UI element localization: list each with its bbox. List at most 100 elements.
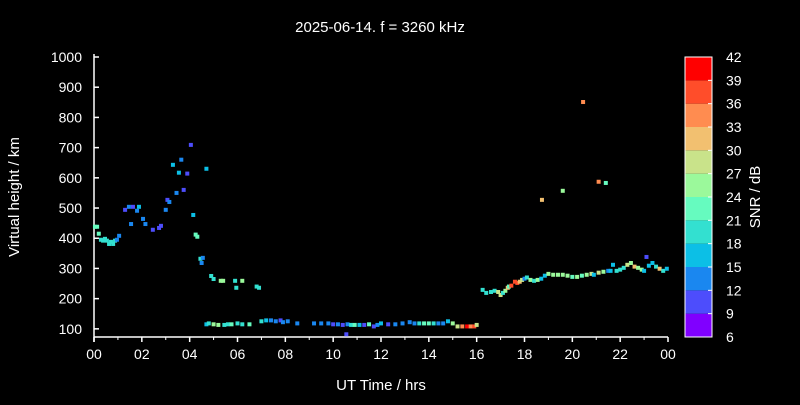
colorbar-tick-label: 24 bbox=[726, 189, 742, 205]
colorbar-segment bbox=[685, 57, 712, 81]
data-point bbox=[331, 322, 336, 327]
x-tick-label: 16 bbox=[469, 346, 485, 362]
data-point bbox=[539, 197, 544, 202]
data-point bbox=[157, 225, 162, 230]
data-point bbox=[450, 321, 455, 326]
data-point bbox=[130, 204, 135, 209]
data-point bbox=[264, 318, 269, 323]
colorbar-segment bbox=[685, 290, 712, 314]
data-point bbox=[233, 278, 238, 283]
data-point bbox=[344, 332, 349, 337]
data-point bbox=[551, 272, 556, 277]
colorbar-segment bbox=[685, 80, 712, 104]
colorbar-segment bbox=[685, 313, 712, 337]
data-point bbox=[117, 233, 122, 238]
data-point bbox=[216, 322, 221, 327]
colorbar-segment bbox=[685, 127, 712, 151]
data-point bbox=[278, 318, 283, 323]
data-point bbox=[614, 268, 619, 273]
data-point bbox=[484, 290, 489, 295]
x-axis-label: UT Time / hrs bbox=[336, 377, 426, 394]
colorbar-tick-label: 27 bbox=[726, 166, 742, 182]
data-point bbox=[188, 142, 193, 147]
data-point bbox=[512, 279, 517, 284]
data-point bbox=[104, 238, 109, 243]
data-point bbox=[126, 204, 131, 209]
data-point bbox=[400, 321, 405, 326]
data-point bbox=[455, 324, 460, 329]
data-point bbox=[639, 267, 644, 272]
data-point bbox=[625, 262, 630, 267]
data-point bbox=[517, 279, 522, 284]
colorbar-tick-label: 15 bbox=[726, 259, 742, 275]
data-point bbox=[584, 272, 589, 277]
data-point bbox=[436, 321, 441, 326]
y-tick-label: 400 bbox=[59, 230, 83, 246]
colorbar-segment bbox=[685, 197, 712, 221]
data-point bbox=[535, 277, 540, 282]
data-point bbox=[349, 322, 354, 327]
data-point bbox=[285, 319, 290, 324]
data-point bbox=[234, 285, 239, 290]
data-point bbox=[200, 255, 205, 260]
data-point bbox=[195, 234, 200, 239]
colorbar-tick-label: 9 bbox=[726, 306, 734, 322]
data-point bbox=[167, 199, 172, 204]
data-point bbox=[193, 232, 198, 237]
colorbar-tick-label: 42 bbox=[726, 49, 742, 65]
y-tick-label: 1000 bbox=[51, 49, 82, 65]
colorbar-tick-label: 36 bbox=[726, 96, 742, 112]
data-point bbox=[522, 276, 527, 281]
data-point bbox=[319, 321, 324, 326]
data-point bbox=[150, 227, 155, 232]
data-point bbox=[524, 275, 529, 280]
y-tick-label: 100 bbox=[59, 321, 83, 337]
data-point bbox=[636, 265, 641, 270]
data-point bbox=[539, 276, 544, 281]
colorbar-tick-label: 30 bbox=[726, 142, 742, 158]
data-point bbox=[257, 285, 262, 290]
colorbar-label: SNR / dB bbox=[747, 166, 764, 229]
data-point bbox=[560, 188, 565, 193]
data-point bbox=[441, 321, 446, 326]
data-point bbox=[386, 322, 391, 327]
data-point bbox=[98, 237, 103, 242]
data-point bbox=[644, 254, 649, 259]
data-point bbox=[657, 266, 662, 271]
data-point bbox=[489, 289, 494, 294]
data-point bbox=[445, 319, 450, 324]
colorbar-tick-label: 39 bbox=[726, 72, 742, 88]
data-point bbox=[371, 324, 376, 329]
y-tick-label: 200 bbox=[59, 291, 83, 307]
data-point bbox=[591, 272, 596, 277]
data-point bbox=[211, 322, 216, 327]
x-tick-label: 18 bbox=[517, 346, 533, 362]
data-point bbox=[532, 278, 537, 283]
data-point bbox=[579, 273, 584, 278]
data-point bbox=[326, 321, 331, 326]
data-point bbox=[560, 272, 565, 277]
x-tick-label: 10 bbox=[325, 346, 341, 362]
data-point bbox=[474, 322, 479, 327]
y-tick-label: 700 bbox=[59, 140, 83, 156]
colorbar: 6 9 12 15 18 21 24 27 30 33 36 39 42 bbox=[684, 49, 742, 345]
colorbar-tick-label: 6 bbox=[726, 329, 734, 345]
x-tick-label: 20 bbox=[565, 346, 581, 362]
data-point bbox=[240, 322, 245, 327]
data-point bbox=[199, 260, 204, 265]
data-point bbox=[163, 207, 168, 212]
data-point bbox=[610, 262, 615, 267]
data-point bbox=[204, 166, 209, 171]
data-point bbox=[340, 322, 345, 327]
data-point bbox=[345, 322, 350, 327]
data-point bbox=[295, 321, 300, 326]
data-point bbox=[273, 319, 278, 324]
data-point bbox=[206, 321, 211, 326]
data-point bbox=[204, 322, 209, 327]
data-point bbox=[500, 290, 505, 295]
data-point bbox=[268, 318, 273, 323]
data-point bbox=[472, 324, 477, 329]
data-point bbox=[191, 212, 196, 217]
